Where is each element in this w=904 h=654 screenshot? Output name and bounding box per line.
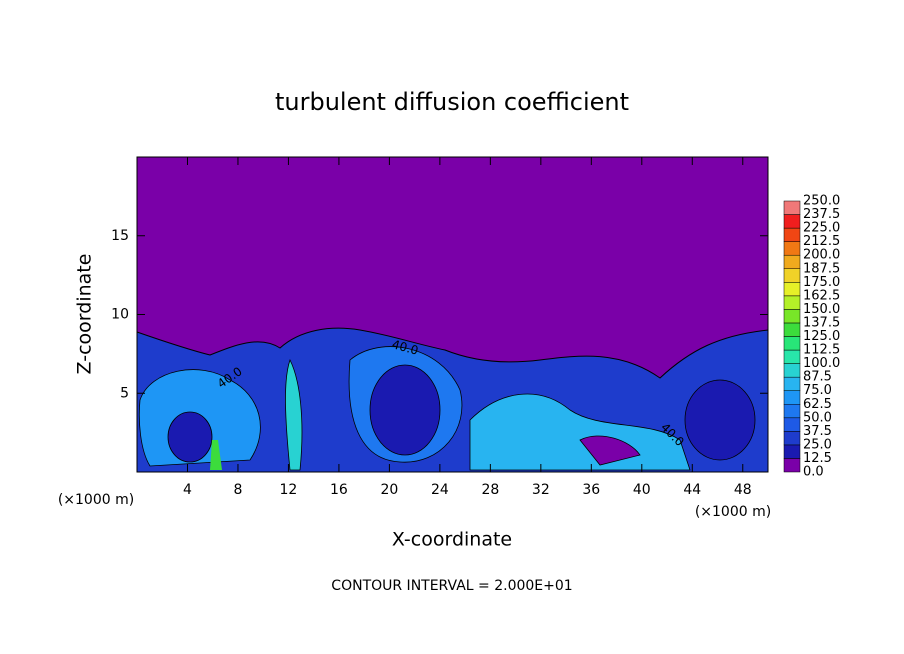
y-tick-label: 10 [111,307,129,323]
field-region [684,379,756,461]
colorbar-swatch [783,227,801,242]
colorbar-label: 75.0 [803,383,832,398]
x-tick-label: 20 [380,482,398,498]
x-tick-label: 36 [582,482,600,498]
colorbar-swatch [783,458,801,473]
colorbar-label: 100.0 [803,356,840,371]
colorbar-label: 87.5 [803,370,832,385]
y-tick-label: 15 [111,228,129,244]
x-tick-label: 24 [431,482,449,498]
colorbar-label: 125.0 [803,329,840,344]
x-tick-label: 32 [532,482,550,498]
colorbar-label: 0.0 [803,465,824,480]
colorbar-label: 175.0 [803,275,840,290]
colorbar-swatch [783,200,801,215]
colorbar-label: 37.5 [803,424,832,439]
colorbar-swatch [783,376,801,391]
colorbar-label: 137.5 [803,315,840,330]
colorbar-swatch [783,404,801,419]
colorbar-label: 225.0 [803,221,840,236]
x-tick-label: 8 [233,482,242,498]
colorbar-label: 212.5 [803,234,840,249]
field-region [285,358,303,471]
colorbar-label: 250.0 [803,194,840,209]
colorbar-label: 162.5 [803,288,840,303]
colorbar-swatch [783,241,801,256]
colorbar-label: 25.0 [803,437,832,452]
colorbar-label: 237.5 [803,207,840,222]
colorbar-swatch [783,295,801,310]
field-region [167,411,213,463]
field [136,157,769,473]
colorbar-swatch [783,363,801,378]
colorbar-swatch [783,417,801,432]
x-unit: (×1000 m) [695,504,771,520]
colorbar-swatch [783,214,801,229]
colorbar-label: 187.5 [803,261,840,276]
x-tick-label: 28 [481,482,499,498]
x-tick-label: 48 [734,482,752,498]
colorbar-label: 62.5 [803,397,832,412]
colorbar-label: 50.0 [803,410,832,425]
y-axis-label: Z-coordinate [74,254,96,375]
field-region [210,440,222,470]
colorbar-label: 112.5 [803,343,840,358]
x-tick-label: 40 [633,482,651,498]
x-tick-label: 12 [280,482,298,498]
x-unit: (×1000 m) [58,492,134,508]
x-tick-label: 44 [683,482,701,498]
footer: CONTOUR INTERVAL = 2.000E+01 [331,578,572,594]
y-tick-label: 5 [120,385,129,401]
colorbar-swatch [783,254,801,269]
x-tick-label: 16 [330,482,348,498]
colorbar-swatch [783,444,801,459]
colorbar-swatch [783,390,801,405]
field-region [579,435,641,466]
colorbar-label: 12.5 [803,451,832,466]
x-tick-label: 4 [183,482,192,498]
colorbar-label: 150.0 [803,302,840,317]
colorbar-swatch [783,431,801,446]
colorbar-swatch [783,349,801,364]
colorbar-swatch [783,282,801,297]
colorbar-swatch [783,309,801,324]
colorbar-swatch [783,268,801,283]
contour-label: 40.0 [390,337,419,357]
x-axis-label: X-coordinate [392,529,512,551]
colorbar-label: 200.0 [803,248,840,263]
colorbar-swatch [783,336,801,351]
colorbar-swatch [783,322,801,337]
chart-title: turbulent diffusion coefficient [275,88,629,116]
field-region [369,364,441,456]
